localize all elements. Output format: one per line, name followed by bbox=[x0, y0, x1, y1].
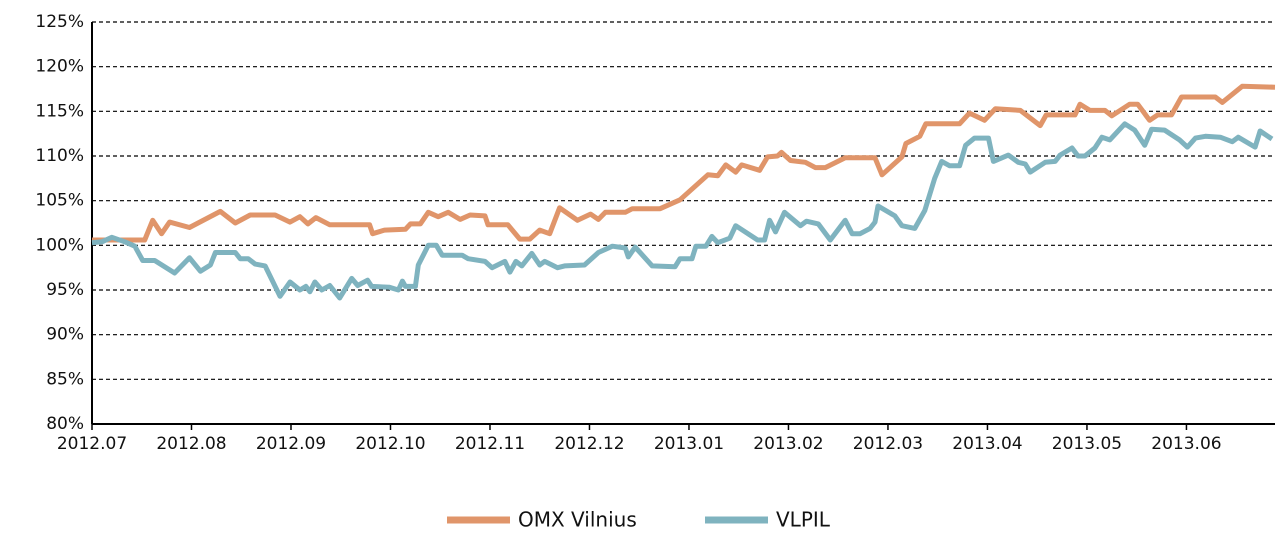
x-tick-label: 2013.06 bbox=[1151, 434, 1221, 454]
x-tick-label: 2012.11 bbox=[455, 434, 525, 454]
x-tick-label: 2012.10 bbox=[355, 434, 425, 454]
y-tick-label: 100% bbox=[35, 235, 84, 255]
x-tick-label: 2012.09 bbox=[256, 434, 326, 454]
y-tick-label: 115% bbox=[35, 101, 84, 121]
x-tick-label: 2012.12 bbox=[554, 434, 624, 454]
series-line bbox=[92, 83, 1276, 243]
y-tick-label: 120% bbox=[35, 57, 84, 77]
x-tick-label: 2013.01 bbox=[654, 434, 724, 454]
series-line bbox=[91, 121, 1274, 301]
y-tick-label: 105% bbox=[35, 191, 84, 211]
x-tick-label: 2012.03 bbox=[853, 434, 923, 454]
x-tick-label: 2012.07 bbox=[57, 434, 127, 454]
y-tick-label: 80% bbox=[46, 414, 84, 434]
x-tick-label: 2013.05 bbox=[1052, 434, 1122, 454]
legend-label: OMX Vilnius bbox=[518, 508, 637, 532]
y-tick-label: 90% bbox=[46, 325, 84, 345]
legend-label: VLPIL bbox=[776, 508, 831, 532]
y-tick-label: 110% bbox=[35, 146, 84, 166]
y-tick-label: 125% bbox=[35, 12, 84, 32]
x-tick-label: 2013.04 bbox=[952, 434, 1022, 454]
y-tick-label: 95% bbox=[46, 280, 84, 300]
x-tick-label: 2012.08 bbox=[156, 434, 226, 454]
y-tick-label: 85% bbox=[46, 369, 84, 389]
x-tick-label: 2013.02 bbox=[753, 434, 823, 454]
